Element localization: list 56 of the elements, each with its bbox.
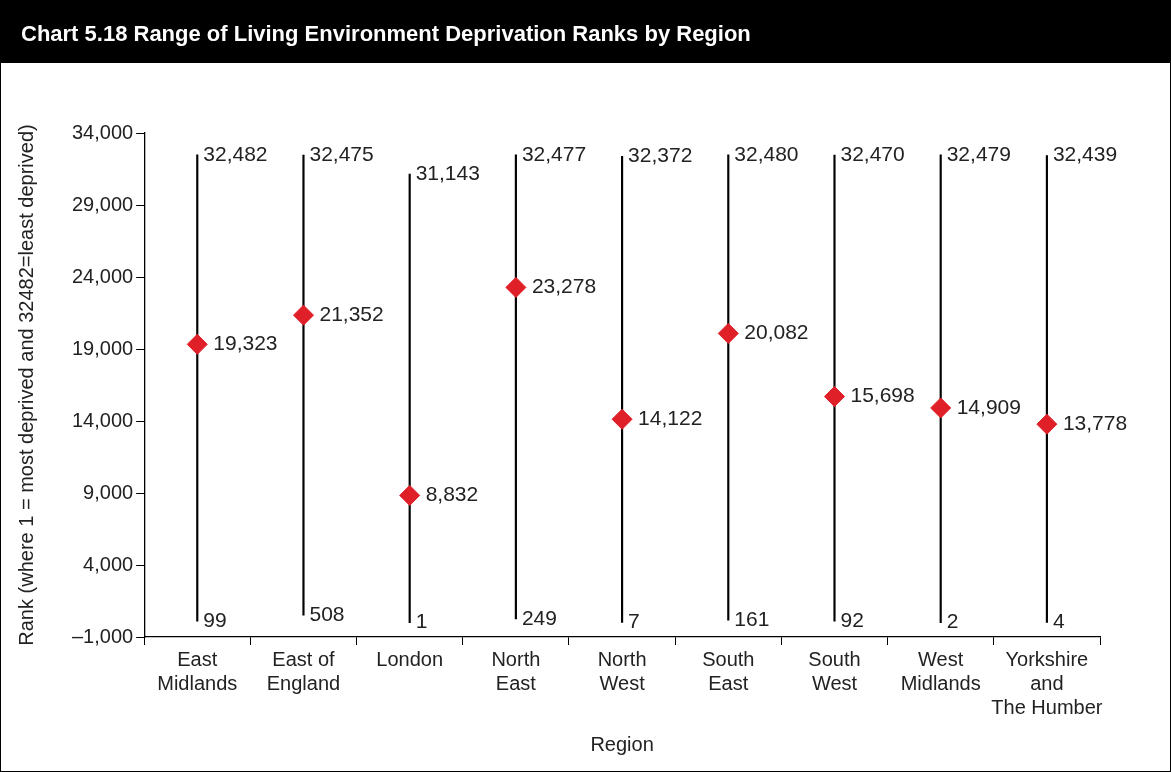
point xyxy=(1036,413,1058,435)
annotation: 32,479 xyxy=(946,141,1011,165)
annotation: 32,439 xyxy=(1052,142,1118,166)
point xyxy=(186,333,208,355)
data-label: 21,352 xyxy=(319,301,384,325)
x-tick-label: North West xyxy=(597,647,647,694)
point xyxy=(399,484,421,506)
x-tick-label: East Midlands xyxy=(157,647,238,694)
data-label: 19,323 xyxy=(213,331,278,355)
x-tick-label: London xyxy=(376,647,444,670)
x-tick-label: East of England xyxy=(266,647,341,694)
data-label: 14,909 xyxy=(956,394,1021,418)
annotation: 1 xyxy=(415,609,428,633)
y-tick-label: 29,000 xyxy=(72,192,134,215)
point xyxy=(717,322,739,344)
x-tick-label: South West xyxy=(808,647,861,694)
x-tick-label: Yorkshire and The Humber xyxy=(991,647,1103,718)
chart-title: Chart 5.18 Range of Living Environment Deprivation Ranks by Region xyxy=(1,1,1170,63)
annotation: 7 xyxy=(628,609,640,633)
data-label: 15,698 xyxy=(850,383,915,407)
annotation: 31,143 xyxy=(415,160,480,184)
x-tick-label: South East xyxy=(702,647,755,694)
data-label: 13,778 xyxy=(1062,410,1128,434)
y-tick-label: –1,000 xyxy=(72,624,134,647)
point xyxy=(823,386,845,408)
annotation: 249 xyxy=(521,605,557,629)
point xyxy=(292,304,314,326)
y-tick-label: 24,000 xyxy=(72,264,134,287)
annotation: 32,477 xyxy=(521,141,587,165)
x-axis-title: Region xyxy=(590,732,654,755)
data-label: 20,082 xyxy=(744,320,809,344)
annotation: 32,482 xyxy=(203,141,268,165)
y-axis-title: Rank (where 1 = most deprived and 32482=least deprived) xyxy=(14,124,37,646)
y-tick-label: 34,000 xyxy=(72,120,134,143)
point xyxy=(930,397,952,419)
annotation: 32,475 xyxy=(309,141,374,165)
point xyxy=(505,276,527,298)
annotation: 161 xyxy=(734,607,770,631)
annotation: 32,470 xyxy=(840,141,905,165)
x-tick-label: North East xyxy=(491,647,541,694)
y-tick-label: 14,000 xyxy=(72,408,134,431)
annotation: 32,480 xyxy=(734,141,799,165)
x-tick-label: West Midlands xyxy=(900,647,981,694)
y-tick-label: 4,000 xyxy=(83,552,134,575)
data-label: 14,122 xyxy=(638,406,703,430)
annotation: 92 xyxy=(840,608,864,632)
data-label: 8,832 xyxy=(425,482,479,506)
data-label: 23,278 xyxy=(531,274,597,298)
annotation: 4 xyxy=(1052,609,1065,633)
annotation: 2 xyxy=(946,609,959,633)
y-tick-label: 9,000 xyxy=(83,480,134,503)
point xyxy=(611,408,633,430)
y-tick-label: 19,000 xyxy=(72,336,134,359)
annotation: 508 xyxy=(309,602,345,626)
annotation: 32,372 xyxy=(628,143,693,167)
annotation: 99 xyxy=(203,607,227,631)
